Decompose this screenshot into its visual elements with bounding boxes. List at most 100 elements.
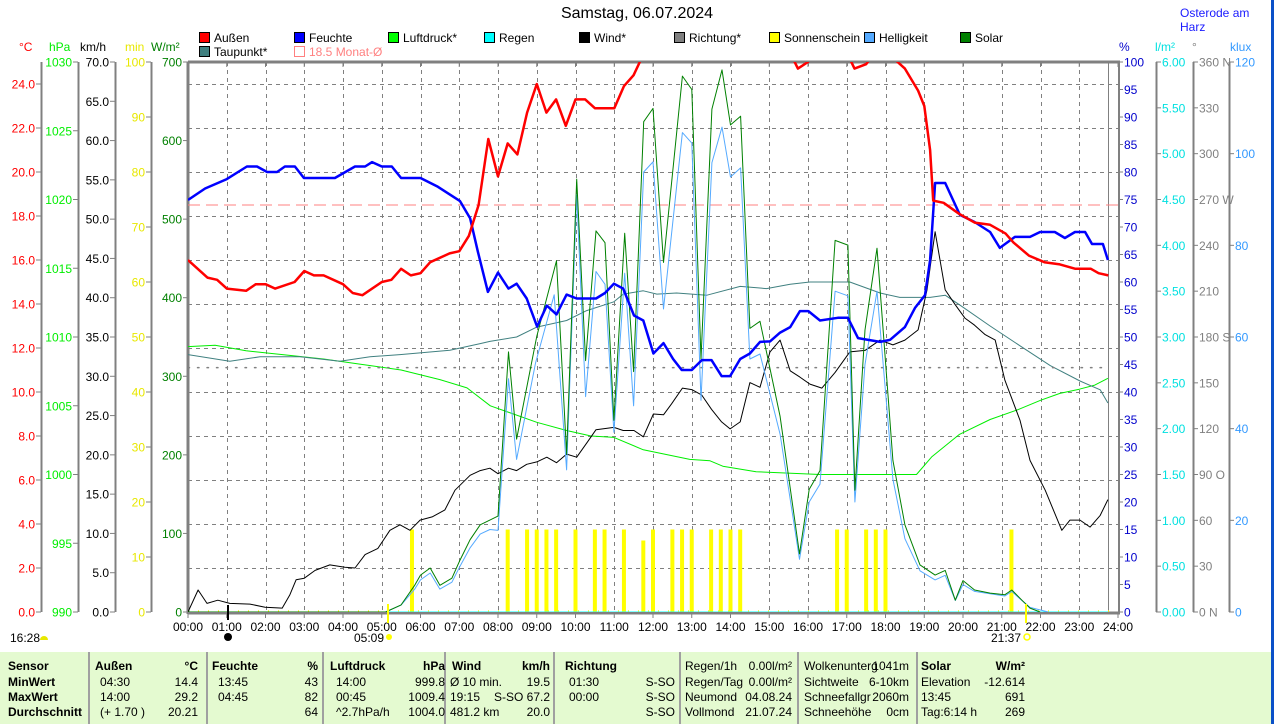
legend-wind[interactable]: Wind* <box>579 32 626 44</box>
legend-feuchte[interactable]: Feuchte <box>294 32 352 44</box>
tick-label-hpa: 990 <box>52 606 72 620</box>
table-cell-label: 14:00 <box>100 690 131 704</box>
tick-label-klux: 80 <box>1235 239 1249 253</box>
tick-label-temp: 22.0 <box>12 122 36 136</box>
table-separator <box>679 652 681 724</box>
tick-label-kmh: 20.0 <box>86 448 110 462</box>
table-header: Sensor <box>8 659 49 673</box>
table-cell-label: Schneehöhe <box>804 705 872 719</box>
tick-label-temp: 16.0 <box>12 254 36 268</box>
table-header-unit: hPa <box>422 659 445 673</box>
moon-phase-icon <box>224 633 232 641</box>
table-cell-value: 1004.0 <box>408 705 445 719</box>
table-cell-value: 6-10km <box>868 675 909 689</box>
sunshine-bar <box>641 540 646 612</box>
tick-label-pct: 95 <box>1124 83 1138 97</box>
tick-label-wm2: 0 <box>175 606 182 620</box>
tick-label-klux: 60 <box>1235 331 1249 345</box>
axis-unit-hpa: hPa <box>49 40 71 54</box>
table-separator <box>553 652 555 724</box>
table-cell-value: 20.21 <box>167 705 198 719</box>
tick-label-temp: 18.0 <box>12 210 36 224</box>
sunshine-bar <box>573 529 578 612</box>
legend-label: Sonnenschein <box>784 31 861 45</box>
table-cell-label: ^2.7hPa/h <box>336 705 390 719</box>
x-tick-label: 24:00 <box>1103 620 1133 634</box>
legend-regen[interactable]: Regen <box>484 32 534 44</box>
sunshine-bar <box>873 529 878 612</box>
tick-label-hpa: 1005 <box>45 399 72 413</box>
x-axis: 00:00 01:00 02:00 03:00 04:00 05:00 06:00 07:00… <box>173 62 1133 634</box>
legend-label: 18.5 Monat-Ø <box>309 45 383 59</box>
tick-label-temp: 24.0 <box>12 78 36 92</box>
tick-label-kmh: 35.0 <box>86 331 110 345</box>
moonrise-time: 16:28 <box>10 631 41 645</box>
tick-label-temp: 0.0 <box>18 606 35 620</box>
axis-temp: 0.0 2.0 4.0 6.0 8.0 10.0 12.0 14.0 16.0 18.0 20.0 2… <box>12 78 41 620</box>
table-cell-value: 21.07.24 <box>745 705 792 719</box>
tick-label-pct: 30 <box>1124 441 1138 455</box>
tick-label-lm2: 0.00 <box>1162 606 1186 620</box>
legend-monthly-average[interactable]: 18.5 Monat-Ø <box>294 46 382 58</box>
tick-label-kmh: 60.0 <box>86 134 110 148</box>
table-cell-value: S-SO <box>645 690 675 704</box>
plot-area <box>188 62 1118 612</box>
tick-label-temp: 12.0 <box>12 342 36 356</box>
tick-label-deg: 210 <box>1199 285 1219 299</box>
x-tick-label: 18:00 <box>870 620 900 634</box>
legend-swatch <box>294 32 305 43</box>
table-separator <box>444 652 446 724</box>
table-cell-label: Elevation <box>921 675 971 689</box>
table-header-unit: km/h <box>521 659 550 673</box>
x-tick-label: 15:00 <box>754 620 784 634</box>
legend-helligkeit[interactable]: Helligkeit <box>864 32 928 44</box>
legend-swatch <box>199 46 210 57</box>
tick-label-deg: 270 W <box>1199 193 1234 207</box>
x-tick-label: 06:00 <box>405 620 435 634</box>
tick-label-lm2: 5.50 <box>1162 101 1186 115</box>
legend-swatch <box>674 32 685 43</box>
table-header: Feuchte <box>212 659 259 673</box>
sunrise-sun-icon <box>386 634 392 640</box>
legend-taupunkt[interactable]: Taupunkt* <box>199 46 267 58</box>
tick-label-min: 30 <box>132 441 146 455</box>
x-tick-label: 08:00 <box>483 620 513 634</box>
sunshine-bar <box>844 529 849 612</box>
tick-label-klux: 40 <box>1235 422 1249 436</box>
table-cell-label: 04:30 <box>100 675 131 689</box>
x-tick-label: 21:00 <box>987 620 1017 634</box>
legend-sonnenschein[interactable]: Sonnenschein <box>769 32 860 44</box>
x-tick-label: 09:00 <box>522 620 552 634</box>
legend-richtung[interactable]: Richtung* <box>674 32 741 44</box>
sunshine-bar <box>718 529 723 612</box>
location-link[interactable]: Osterode am Harz <box>1180 6 1250 34</box>
table-header: Solar <box>921 659 952 673</box>
tick-label-kmh: 65.0 <box>86 95 110 109</box>
legend-label: Solar <box>975 31 1004 45</box>
table-cell-value: 43 <box>304 675 318 689</box>
table-cell-value: S-SO <box>645 675 675 689</box>
table-cell-value: 29.2 <box>174 690 198 704</box>
tick-label-deg: 330 <box>1199 101 1219 115</box>
legend-aussen[interactable]: Außen <box>199 32 249 44</box>
legend-swatch <box>579 32 590 43</box>
sunshine-bar <box>505 529 510 612</box>
tick-label-wm2: 600 <box>162 134 182 148</box>
axis-lm2: 0.00 0.50 1.00 1.50 2.00 2.50 3.00 3.50 4.00 4.50… <box>1156 56 1186 620</box>
tick-label-lm2: 2.00 <box>1162 422 1186 436</box>
legend-solar[interactable]: Solar <box>960 32 1003 44</box>
tick-label-kmh: 40.0 <box>86 291 110 305</box>
row-label: MaxWert <box>8 690 58 704</box>
x-tick-label: 17:00 <box>832 620 862 634</box>
series-line-außen <box>188 62 1109 297</box>
tick-label-pct: 5 <box>1124 578 1131 592</box>
legend-luftdruck[interactable]: Luftdruck* <box>388 32 457 44</box>
legend-swatch <box>294 46 305 57</box>
table-cell-label: Neumond <box>685 690 738 704</box>
x-tick-label: 01:00 <box>212 620 242 634</box>
tick-label-pct: 20 <box>1124 496 1138 510</box>
table-cell-value: 691 <box>1004 690 1025 704</box>
tick-label-min: 90 <box>132 111 146 125</box>
sunshine-bar <box>602 529 607 612</box>
sunshine-bar <box>409 529 414 612</box>
